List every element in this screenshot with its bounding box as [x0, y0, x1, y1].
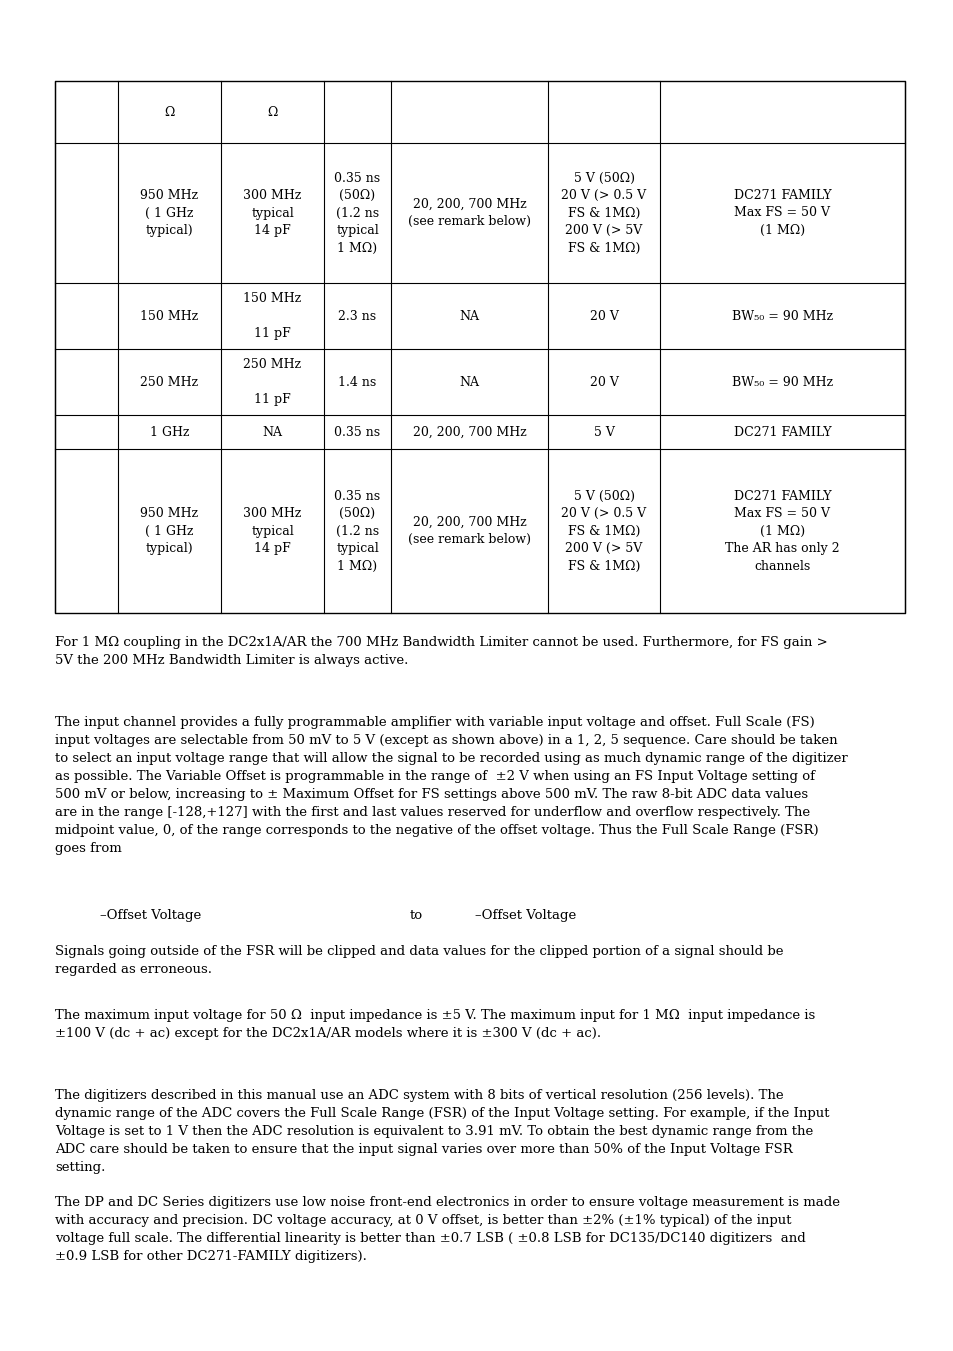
- Text: DC271 FAMILY: DC271 FAMILY: [733, 426, 830, 439]
- Text: 150 MHz: 150 MHz: [140, 309, 198, 323]
- Text: 300 MHz
typical
14 pF: 300 MHz typical 14 pF: [243, 507, 301, 555]
- Text: –Offset Voltage: –Offset Voltage: [475, 909, 576, 921]
- Text: 1.4 ns: 1.4 ns: [338, 376, 376, 389]
- Text: 20, 200, 700 MHz
(see remark below): 20, 200, 700 MHz (see remark below): [408, 197, 531, 228]
- Text: Signals going outside of the FSR will be clipped and data values for the clipped: Signals going outside of the FSR will be…: [55, 944, 782, 975]
- Text: BW₅₀ = 90 MHz: BW₅₀ = 90 MHz: [731, 376, 832, 389]
- Text: 5 V (50Ω)
20 V (> 0.5 V
FS & 1MΩ)
200 V (> 5V
FS & 1MΩ): 5 V (50Ω) 20 V (> 0.5 V FS & 1MΩ) 200 V …: [561, 489, 646, 573]
- Text: to: to: [410, 909, 423, 921]
- Text: 250 MHz: 250 MHz: [140, 376, 198, 389]
- Text: NA: NA: [459, 309, 479, 323]
- Text: 1 GHz: 1 GHz: [150, 426, 189, 439]
- Text: NA: NA: [262, 426, 282, 439]
- Text: DC271 FAMILY
Max FS = 50 V
(1 MΩ): DC271 FAMILY Max FS = 50 V (1 MΩ): [733, 189, 830, 236]
- Text: The DP and DC Series digitizers use low noise front-end electronics in order to : The DP and DC Series digitizers use low …: [55, 1196, 840, 1263]
- Text: 20 V: 20 V: [589, 376, 618, 389]
- Text: BW₅₀ = 90 MHz: BW₅₀ = 90 MHz: [731, 309, 832, 323]
- Bar: [55, 81, 904, 613]
- Text: 0.35 ns
(50Ω)
(1.2 ns
typical
1 MΩ): 0.35 ns (50Ω) (1.2 ns typical 1 MΩ): [335, 489, 380, 573]
- Text: –Offset Voltage: –Offset Voltage: [100, 909, 201, 921]
- Text: The maximum input voltage for 50 Ω  input impedance is ±5 V. The maximum input f: The maximum input voltage for 50 Ω input…: [55, 1009, 815, 1040]
- Text: 250 MHz

11 pF: 250 MHz 11 pF: [243, 358, 301, 407]
- Text: Ω: Ω: [164, 105, 174, 119]
- Text: 300 MHz
typical
14 pF: 300 MHz typical 14 pF: [243, 189, 301, 236]
- Text: 0.35 ns: 0.35 ns: [335, 426, 380, 439]
- Text: 0.35 ns
(50Ω)
(1.2 ns
typical
1 MΩ): 0.35 ns (50Ω) (1.2 ns typical 1 MΩ): [335, 172, 380, 254]
- Text: Ω: Ω: [267, 105, 277, 119]
- Text: 5 V: 5 V: [593, 426, 614, 439]
- Text: 20, 200, 700 MHz: 20, 200, 700 MHz: [413, 426, 526, 439]
- Text: 5 V (50Ω)
20 V (> 0.5 V
FS & 1MΩ)
200 V (> 5V
FS & 1MΩ): 5 V (50Ω) 20 V (> 0.5 V FS & 1MΩ) 200 V …: [561, 172, 646, 254]
- Text: 20, 200, 700 MHz
(see remark below): 20, 200, 700 MHz (see remark below): [408, 516, 531, 546]
- Text: NA: NA: [459, 376, 479, 389]
- Text: The digitizers described in this manual use an ADC system with 8 bits of vertica: The digitizers described in this manual …: [55, 1089, 828, 1174]
- Text: 950 MHz
( 1 GHz
typical): 950 MHz ( 1 GHz typical): [140, 189, 198, 236]
- Text: 150 MHz

11 pF: 150 MHz 11 pF: [243, 292, 301, 340]
- Text: 20 V: 20 V: [589, 309, 618, 323]
- Text: 950 MHz
( 1 GHz
typical): 950 MHz ( 1 GHz typical): [140, 507, 198, 555]
- Text: 2.3 ns: 2.3 ns: [338, 309, 376, 323]
- Text: DC271 FAMILY
Max FS = 50 V
(1 MΩ)
The AR has only 2
channels: DC271 FAMILY Max FS = 50 V (1 MΩ) The AR…: [724, 489, 839, 573]
- Text: For 1 MΩ coupling in the DC2x1A/AR the 700 MHz Bandwidth Limiter cannot be used.: For 1 MΩ coupling in the DC2x1A/AR the 7…: [55, 636, 827, 667]
- Text: The input channel provides a fully programmable amplifier with variable input vo: The input channel provides a fully progr…: [55, 716, 847, 855]
